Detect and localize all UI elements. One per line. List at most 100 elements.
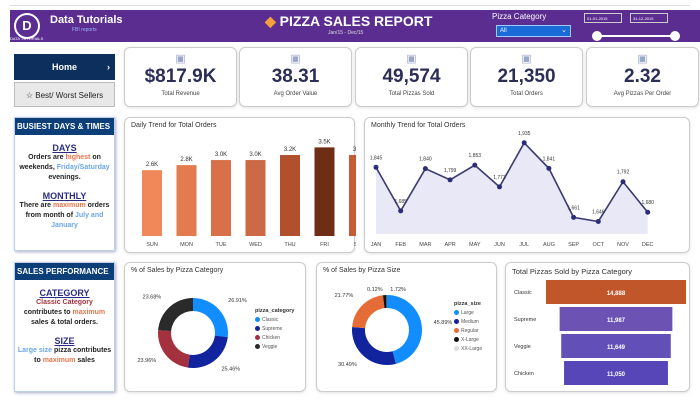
data-point[interactable] bbox=[398, 208, 404, 214]
data-point[interactable] bbox=[447, 177, 453, 183]
nav-best-worst-button[interactable]: ☆ Best/ Worst Sellers bbox=[14, 82, 115, 107]
trend-line bbox=[375, 141, 649, 223]
legend-label: Medium bbox=[461, 319, 479, 325]
chevron-right-icon: › bbox=[107, 62, 110, 72]
star-icon: ☆ bbox=[25, 91, 34, 100]
busiest-panel: BUSIEST DAYS & TIMES DAYS Orders are hig… bbox=[14, 117, 115, 251]
slider-start-handle[interactable] bbox=[592, 31, 602, 41]
t: highest bbox=[65, 154, 91, 161]
legend-marker bbox=[255, 317, 260, 323]
area-fill bbox=[376, 142, 648, 234]
t: maximum bbox=[72, 309, 106, 316]
start-date-input[interactable]: 01-01-2015 bbox=[584, 13, 622, 23]
legend-label: Regular bbox=[461, 328, 479, 334]
donut-slice[interactable] bbox=[382, 295, 387, 309]
data-point[interactable] bbox=[497, 184, 502, 190]
data-label: 1,646 bbox=[592, 209, 605, 215]
data-label: 3.0K bbox=[215, 152, 227, 158]
monthly-trend-svg: 1,845 JAN 1,685 FEB 1,840 MAR 1,799 APR 1,853 MAY… bbox=[370, 131, 654, 248]
start-date-value: 01-01-2015 bbox=[587, 16, 608, 21]
legend-marker bbox=[255, 335, 260, 341]
legend-item[interactable]: Veggie bbox=[255, 344, 277, 350]
donut-slice[interactable] bbox=[352, 326, 396, 365]
data-point[interactable] bbox=[472, 162, 478, 168]
pizza-icon: ▣ bbox=[406, 53, 417, 65]
legend-item[interactable]: Medium bbox=[454, 319, 479, 325]
slice-label: 30.49% bbox=[338, 362, 357, 368]
data-label: 2.6K bbox=[146, 162, 158, 168]
nav-home-button[interactable]: Home › bbox=[14, 54, 115, 80]
bar[interactable] bbox=[245, 160, 266, 236]
x-tick-label: OCT bbox=[592, 242, 604, 248]
kpi-label: Total Orders bbox=[510, 91, 543, 97]
funnel-bar[interactable] bbox=[559, 307, 673, 331]
donut-slice[interactable] bbox=[387, 295, 422, 364]
data-label: 11,987 bbox=[607, 318, 626, 324]
data-label: 1,680 bbox=[641, 200, 654, 206]
chart-title: Daily Trend for Total Orders bbox=[131, 122, 217, 129]
data-point[interactable] bbox=[521, 140, 527, 146]
bar[interactable] bbox=[314, 147, 335, 236]
size-donut-svg: 45.89% 30.49% 21.77% 1.72% 0.12% bbox=[335, 287, 453, 368]
daily-trend-chart: Daily Trend for Total Orders 2.6K SUN 2.8K… bbox=[124, 117, 369, 253]
category-label: Supreme bbox=[514, 317, 536, 323]
chart-icon: ▣ bbox=[637, 53, 648, 65]
legend-item[interactable]: Chicken bbox=[255, 335, 280, 341]
x-tick-label: SEP bbox=[568, 242, 579, 248]
data-point[interactable] bbox=[373, 164, 379, 170]
legend-marker bbox=[454, 310, 459, 316]
donut-slice[interactable] bbox=[193, 298, 228, 338]
t: sales & total orders. bbox=[31, 319, 98, 326]
end-date-input[interactable]: 31-12-2015 bbox=[630, 13, 668, 23]
legend-item[interactable]: XX-Large bbox=[454, 346, 482, 352]
data-point[interactable] bbox=[645, 209, 651, 215]
data-point[interactable] bbox=[422, 166, 428, 172]
legend-item[interactable]: X-Large bbox=[454, 337, 479, 343]
donut-slice[interactable] bbox=[187, 335, 228, 368]
date-slider[interactable] bbox=[592, 31, 680, 41]
x-tick-label: TUE bbox=[216, 242, 227, 248]
bar[interactable] bbox=[176, 165, 197, 236]
legend-item[interactable]: Large bbox=[454, 310, 474, 316]
legend-item[interactable]: Classic bbox=[255, 317, 278, 323]
x-tick-label: APR bbox=[444, 242, 455, 248]
t: orders from month of bbox=[25, 202, 110, 219]
end-date-value: 31-12-2015 bbox=[633, 16, 654, 21]
category-dropdown[interactable]: All ⌄ bbox=[496, 25, 571, 37]
funnel-bar[interactable] bbox=[561, 334, 671, 358]
data-point[interactable] bbox=[571, 214, 577, 220]
chart-title: % of Sales by Pizza Category bbox=[131, 267, 224, 274]
donut-slice[interactable] bbox=[158, 330, 190, 368]
data-label: 1,935 bbox=[518, 131, 531, 137]
chevron-down-icon: ⌄ bbox=[561, 27, 567, 34]
daily-trend-svg: 2.6K SUN 2.8K MON 3.0K TUE 3.0K WED 3.2K THU 3.5K F… bbox=[142, 139, 369, 248]
slice-label: 1.72% bbox=[390, 287, 406, 293]
bar[interactable] bbox=[280, 154, 300, 236]
data-point[interactable] bbox=[620, 179, 626, 185]
bar[interactable] bbox=[211, 160, 231, 236]
pizza-icon: ◆ bbox=[265, 13, 276, 29]
data-label: 11,050 bbox=[607, 372, 626, 378]
data-point[interactable] bbox=[595, 218, 601, 224]
data-point[interactable] bbox=[546, 165, 552, 171]
kpi-card: ▣ 21,350 Total Orders bbox=[470, 47, 583, 107]
donut-slice[interactable] bbox=[352, 295, 385, 329]
kpi-label: Avg Pizzas Per Order bbox=[613, 91, 672, 97]
header-bar: D DATA TUTORIALS Data Tutorials FBI repo… bbox=[10, 10, 700, 42]
chart-title: Total Pizzas Sold by Pizza Category bbox=[512, 267, 633, 276]
category-donut-chart: % of Sales by Pizza Category 26.91% 25.46… bbox=[124, 262, 306, 392]
category-funnel-chart: Total Pizzas Sold by Pizza Category 14,8… bbox=[505, 262, 690, 392]
legend-item[interactable]: Supreme bbox=[255, 326, 282, 332]
chart-title: Monthly Trend for Total Orders bbox=[371, 122, 466, 129]
legend-item[interactable]: Regular bbox=[454, 328, 479, 334]
category-filter-label: Pizza Category bbox=[492, 12, 547, 21]
funnel-bar[interactable] bbox=[564, 361, 668, 385]
bar[interactable] bbox=[349, 154, 369, 236]
donut-slice[interactable] bbox=[158, 298, 193, 332]
bar[interactable] bbox=[142, 170, 162, 236]
funnel-bar[interactable] bbox=[546, 280, 686, 304]
slider-end-handle[interactable] bbox=[670, 31, 680, 41]
data-label: 14,888 bbox=[607, 291, 626, 297]
kpi-label: Total Pizzas Sold bbox=[388, 91, 435, 97]
slice-label: 25.46% bbox=[221, 366, 240, 372]
